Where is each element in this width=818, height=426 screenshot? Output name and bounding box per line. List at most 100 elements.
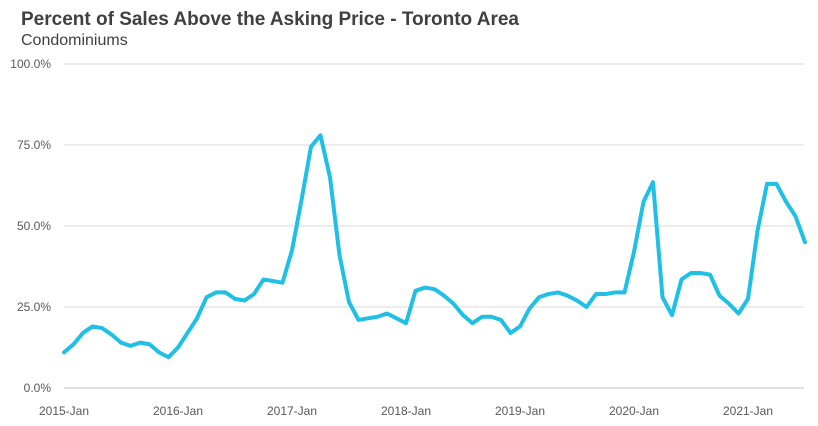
data-point [452, 302, 456, 306]
y-tick-label: 0.0% [24, 381, 52, 395]
chart-title: Percent of Sales Above the Asking Price … [21, 9, 519, 30]
data-point [224, 290, 228, 294]
y-tick-label: 50.0% [17, 219, 51, 233]
data-point [509, 331, 513, 335]
data-point [642, 200, 646, 204]
data-point [499, 318, 503, 322]
data-point [775, 182, 779, 186]
data-point [138, 341, 142, 345]
data-point [518, 324, 522, 328]
data-point [205, 295, 209, 299]
data-point [414, 289, 418, 293]
data-point [528, 307, 532, 311]
data-point [433, 287, 437, 291]
data-point [632, 250, 636, 254]
data-point [556, 290, 560, 294]
data-point [366, 316, 370, 320]
data-point [300, 198, 304, 202]
data-point [594, 292, 598, 296]
x-tick-label: 2017-Jan [267, 404, 317, 418]
chart-subtitle: Condominiums [21, 32, 128, 49]
data-point [214, 290, 218, 294]
data-point [680, 277, 684, 281]
data-point [566, 294, 570, 298]
data-point [148, 342, 152, 346]
data-point [670, 313, 674, 317]
data-point [62, 350, 66, 354]
y-tick-label: 100.0% [10, 57, 51, 71]
x-tick-label: 2018-Jan [381, 404, 431, 418]
data-point [784, 200, 788, 204]
data-point [613, 290, 617, 294]
data-point [110, 333, 114, 337]
data-point [357, 318, 361, 322]
data-point [585, 305, 589, 309]
data-point [794, 214, 798, 218]
data-point [461, 313, 465, 317]
data-point [186, 331, 190, 335]
data-point [471, 321, 475, 325]
data-point [167, 355, 171, 359]
data-point [347, 300, 351, 304]
data-point [404, 321, 408, 325]
data-point [338, 253, 342, 257]
data-point [290, 248, 294, 252]
x-axis-tick-labels: 2015-Jan 2016-Jan 2017-Jan 2018-Jan 2019-Jan… [39, 404, 773, 418]
data-point [537, 295, 541, 299]
data-point [575, 299, 579, 303]
data-point [689, 271, 693, 275]
data-point [262, 277, 266, 281]
x-tick-label: 2016-Jan [153, 404, 203, 418]
data-point [765, 182, 769, 186]
data-point [737, 311, 741, 315]
data-point [623, 290, 627, 294]
data-point [252, 292, 256, 296]
data-point [395, 316, 399, 320]
data-point [309, 145, 313, 149]
data-point [195, 316, 199, 320]
data-point [803, 240, 807, 244]
y-tick-label: 25.0% [17, 300, 51, 314]
data-point [756, 229, 760, 233]
data-point [233, 297, 237, 301]
x-tick-label: 2021-Jan [723, 404, 773, 418]
data-point [281, 281, 285, 285]
y-axis-tick-labels: 0.0% 25.0% 50.0% 75.0% 100.0% [10, 57, 51, 395]
data-point [547, 292, 551, 296]
data-point [81, 331, 85, 335]
grid-lines [64, 63, 804, 389]
data-point [442, 294, 446, 298]
data-point [328, 175, 332, 179]
x-tick-label: 2019-Jan [495, 404, 545, 418]
data-point [100, 326, 104, 330]
data-point [119, 341, 123, 345]
data-point [708, 273, 712, 277]
data-point [718, 294, 722, 298]
data-point [727, 302, 731, 306]
data-point [385, 311, 389, 315]
data-point [604, 292, 608, 296]
x-tick-label: 2020-Jan [609, 404, 659, 418]
data-point [423, 286, 427, 290]
data-point [176, 346, 180, 350]
series-line [62, 133, 807, 360]
data-point [480, 315, 484, 319]
x-tick-label: 2015-Jan [39, 404, 89, 418]
data-points [62, 133, 807, 359]
data-point [319, 133, 323, 137]
data-point [157, 350, 161, 354]
data-point [661, 295, 665, 299]
data-point [490, 315, 494, 319]
data-point [376, 315, 380, 319]
data-point [746, 297, 750, 301]
data-point [699, 271, 703, 275]
data-point [651, 180, 655, 184]
data-point [271, 279, 275, 283]
data-point [91, 324, 95, 328]
data-point [72, 342, 76, 346]
data-point [243, 299, 247, 303]
y-tick-label: 75.0% [17, 138, 51, 152]
data-point [129, 344, 133, 348]
